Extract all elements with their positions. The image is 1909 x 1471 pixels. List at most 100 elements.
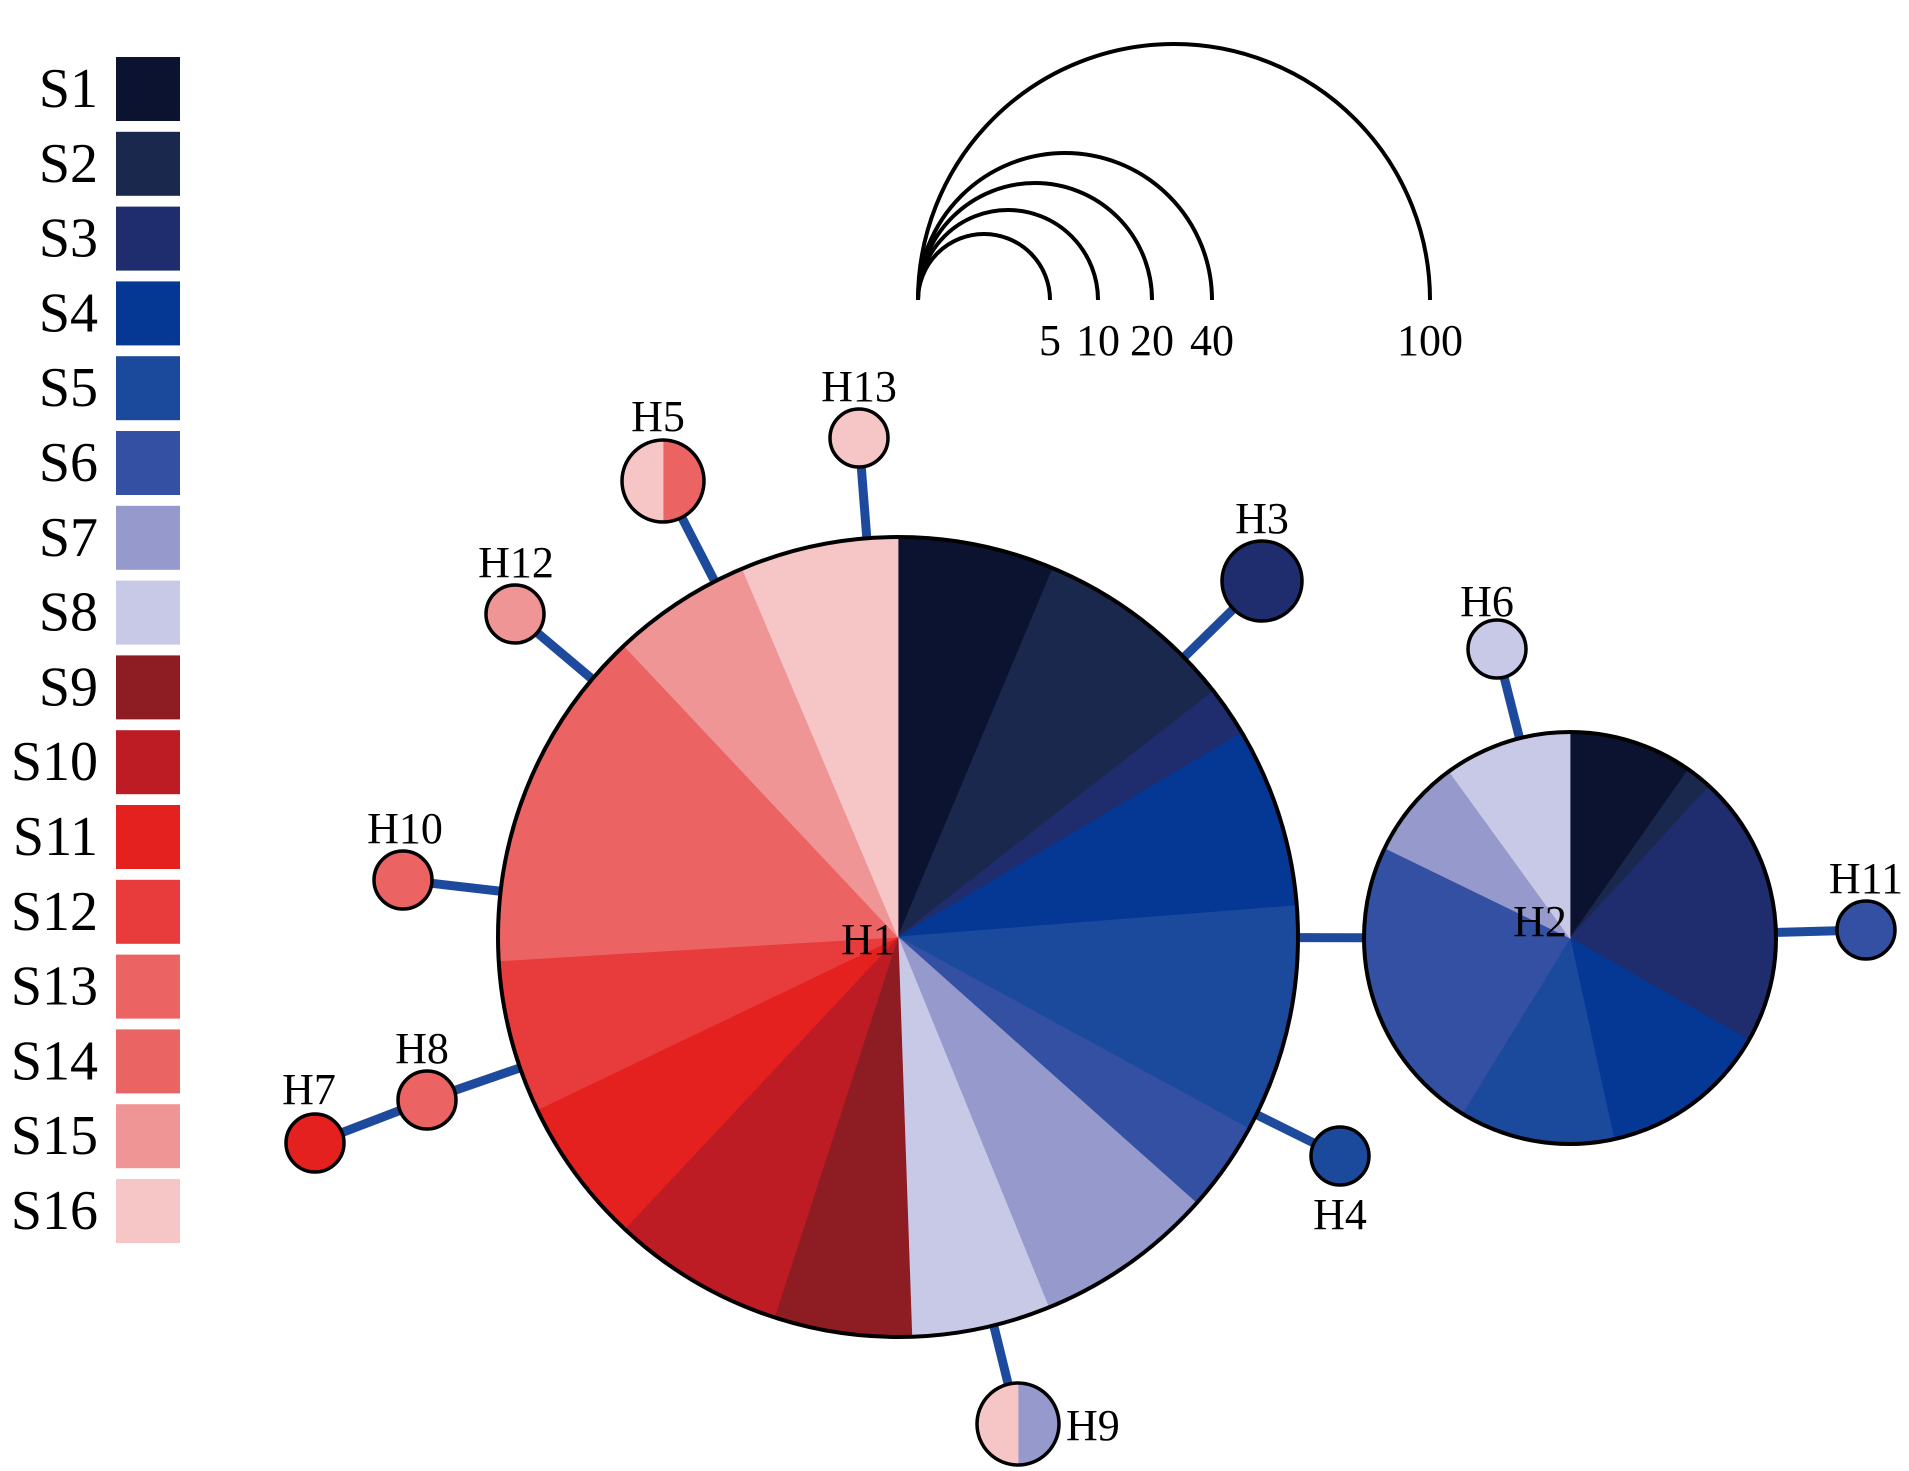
- node-outline: [1466, 618, 1528, 680]
- scale-label: 5: [1039, 316, 1061, 365]
- legend-item-s14: S14: [11, 1029, 180, 1094]
- legend-label: S7: [39, 507, 98, 569]
- legend-swatch: [116, 1029, 180, 1094]
- scale-label: 10: [1076, 316, 1120, 365]
- link-h8-h7: [340, 1106, 402, 1137]
- node-label: H5: [631, 392, 685, 441]
- scale-10: 10: [916, 208, 1120, 365]
- scale-arc: [916, 42, 1432, 301]
- node-outline: [975, 1381, 1061, 1467]
- slice-s6: [1837, 901, 1895, 959]
- node-label: H4: [1313, 1190, 1367, 1239]
- node-label: H2: [1513, 897, 1567, 946]
- legend-swatch: [116, 281, 180, 346]
- node-label: H1: [841, 915, 895, 964]
- node-label: H7: [282, 1065, 336, 1114]
- legend-label: S9: [39, 656, 98, 718]
- node-outline: [372, 849, 434, 911]
- slice-s16: [976, 1382, 1019, 1466]
- node-outline: [1220, 539, 1304, 623]
- node-label: H9: [1066, 1401, 1120, 1450]
- scale-arc: [916, 208, 1100, 301]
- legend-item-s10: S10: [11, 730, 180, 795]
- legend-label: S11: [13, 806, 98, 868]
- node-h1: H1: [496, 535, 1300, 1339]
- scale-label: 40: [1190, 316, 1234, 365]
- node-h2: H2: [1362, 730, 1778, 1146]
- slice-s3: [1222, 541, 1302, 621]
- node-outline: [396, 1069, 458, 1131]
- legend-label: S3: [39, 208, 98, 270]
- slice-s16: [830, 409, 888, 467]
- node-h8: H8: [395, 1024, 458, 1131]
- node-label: H8: [395, 1024, 449, 1073]
- link-h2-h6: [1499, 676, 1524, 740]
- size-scale: 5 10 20 40 100: [916, 42, 1463, 365]
- node-h9: H9: [975, 1381, 1120, 1467]
- legend-swatch: [116, 1179, 180, 1243]
- slice-s11: [286, 1114, 344, 1172]
- legend-item-s8: S8: [39, 580, 180, 645]
- link-h1-h12: [534, 629, 596, 683]
- legend-swatch: [116, 431, 180, 495]
- slice-s15: [486, 585, 544, 643]
- legend-label: S12: [11, 881, 98, 943]
- legend-label: S10: [11, 731, 98, 793]
- legend-item-s2: S2: [39, 131, 180, 196]
- scale-100: 100: [916, 42, 1463, 365]
- scale-arc: [916, 151, 1214, 301]
- legend-item-s11: S11: [13, 805, 180, 869]
- scale-label: 100: [1397, 316, 1463, 365]
- legend-item-s12: S12: [11, 879, 180, 944]
- slice-s13: [398, 1071, 456, 1129]
- node-label: H10: [367, 804, 443, 853]
- node-outline: [620, 438, 706, 524]
- legend-item-s16: S16: [11, 1179, 180, 1243]
- scale-5: 5: [916, 232, 1061, 365]
- legend-item-s9: S9: [39, 655, 180, 720]
- legend-swatch: [116, 879, 180, 944]
- node-label: H6: [1460, 577, 1514, 626]
- node-h10: H10: [367, 804, 443, 911]
- legend-item-s6: S6: [39, 431, 180, 495]
- haplotype-nodes: H1 H2 H3 H4 H5 H6 H7 H8 H9 H10 H11 H12 H13: [282, 362, 1903, 1467]
- link-h1-h5: [677, 515, 719, 584]
- legend-swatch: [116, 356, 180, 421]
- legend-item-s3: S3: [39, 206, 180, 271]
- legend-item-s13: S13: [11, 954, 180, 1019]
- node-label: H13: [821, 362, 897, 411]
- slice-s5: [1311, 1127, 1369, 1185]
- node-h13: H13: [821, 362, 897, 469]
- link-h1-h4: [1254, 1110, 1317, 1148]
- link-h1-h3: [1180, 605, 1237, 661]
- link-h1-h10: [431, 878, 502, 896]
- node-h5: H5: [620, 392, 706, 524]
- node-outline: [1362, 730, 1778, 1146]
- legend-label: S2: [39, 133, 98, 195]
- node-outline: [484, 583, 546, 645]
- legend-item-s4: S4: [39, 281, 180, 346]
- legend-swatch: [116, 655, 180, 720]
- legend-label: S6: [39, 432, 98, 494]
- link-h1-h8: [452, 1063, 522, 1095]
- node-h6: H6: [1460, 577, 1528, 680]
- legend-label: S8: [39, 582, 98, 644]
- scale-label: 20: [1130, 316, 1174, 365]
- legend: S1 S2 S3 S4 S5 S6 S7 S8 S9 S10 S11 S12 S13 S14 S15 S16: [11, 57, 180, 1243]
- slice-s7: [1017, 1382, 1060, 1466]
- node-h7: H7: [282, 1065, 346, 1174]
- slice-s13: [374, 851, 432, 909]
- scale-arc: [916, 181, 1154, 301]
- slice-s13: [662, 439, 705, 523]
- slice-s8: [1468, 620, 1526, 678]
- legend-swatch: [116, 131, 180, 196]
- legend-item-s7: S7: [39, 505, 180, 570]
- node-outline: [496, 535, 1300, 1339]
- legend-swatch: [116, 505, 180, 570]
- scale-20: 20: [916, 181, 1174, 365]
- legend-label: S4: [39, 282, 98, 344]
- node-label: H12: [478, 538, 554, 587]
- node-outline: [1309, 1125, 1371, 1187]
- node-label: H3: [1235, 494, 1289, 543]
- legend-label: S14: [11, 1030, 98, 1092]
